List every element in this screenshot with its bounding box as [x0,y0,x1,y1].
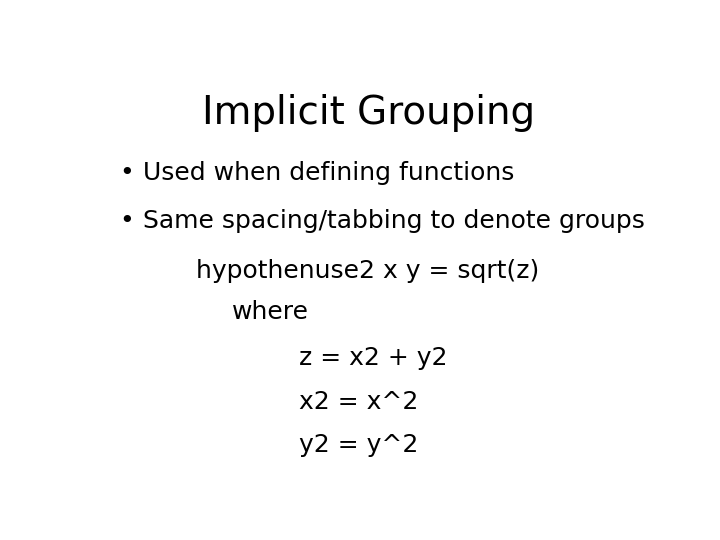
Text: Same spacing/tabbing to denote groups: Same spacing/tabbing to denote groups [143,209,645,233]
Text: hypothenuse2 x y = sqrt(z): hypothenuse2 x y = sqrt(z) [196,259,539,282]
Text: z = x2 + y2: z = x2 + y2 [300,346,448,370]
Text: •: • [119,161,134,185]
Text: where: where [233,300,310,324]
Text: Used when defining functions: Used when defining functions [143,161,514,185]
Text: x2 = x^2: x2 = x^2 [300,389,418,414]
Text: Implicit Grouping: Implicit Grouping [202,94,536,132]
Text: •: • [119,209,134,233]
Text: y2 = y^2: y2 = y^2 [300,433,418,457]
